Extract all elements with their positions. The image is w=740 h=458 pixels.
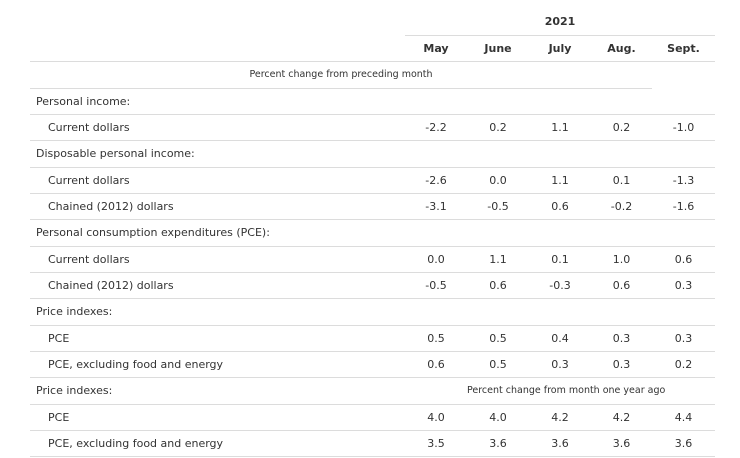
cell-value: 1.1 xyxy=(467,246,529,273)
spacer xyxy=(405,140,715,168)
year-header: 2021 xyxy=(405,9,715,36)
data-row: Current dollars 0.0 1.1 0.1 1.0 0.6 xyxy=(30,246,715,273)
cell-value: 3.6 xyxy=(652,430,715,458)
row-label: Personal income: xyxy=(30,88,405,115)
group-row: Disposable personal income: xyxy=(30,140,715,168)
group-row: Personal consumption expenditures (PCE): xyxy=(30,219,715,247)
spacer xyxy=(30,35,405,63)
spacer xyxy=(405,377,467,405)
cell-value: 0.2 xyxy=(652,351,715,379)
cell-value: 0.1 xyxy=(529,246,591,273)
data-row: PCE 4.0 4.0 4.2 4.2 4.4 xyxy=(30,404,715,432)
cell-value: 3.6 xyxy=(591,430,652,458)
cell-value: 0.3 xyxy=(591,351,652,379)
cell-value: 0.6 xyxy=(467,272,529,300)
cell-value: -1.6 xyxy=(652,193,715,221)
cell-value: -0.2 xyxy=(591,193,652,221)
cell-value: 4.0 xyxy=(467,404,529,432)
subtitle-row: Percent change from preceding month xyxy=(30,61,715,89)
cell-value: 0.6 xyxy=(652,246,715,273)
data-row: PCE, excluding food and energy 3.5 3.6 3.6 3… xyxy=(30,430,715,458)
row-label: PCE, excluding food and energy xyxy=(30,430,405,458)
month-header: Sept. xyxy=(652,35,715,63)
row-label: Current dollars xyxy=(30,114,405,142)
cell-value: -0.3 xyxy=(529,272,591,300)
row-label: PCE, excluding food and energy xyxy=(30,351,405,379)
cell-value: 0.1 xyxy=(591,167,652,194)
month-row: May June July Aug. Sept. xyxy=(30,35,715,63)
cell-value: 4.2 xyxy=(591,404,652,432)
spacer xyxy=(405,298,715,326)
cell-value: 0.0 xyxy=(405,246,467,273)
cell-value: -0.5 xyxy=(467,193,529,221)
cell-value: 1.1 xyxy=(529,167,591,194)
data-row: Chained (2012) dollars -3.1 -0.5 0.6 -0.2 -1.… xyxy=(30,193,715,221)
table-container: 2021 May June July Aug. Sept. Percent change f… xyxy=(30,9,715,458)
cell-value: 0.3 xyxy=(652,325,715,352)
cell-value: 4.4 xyxy=(652,404,715,432)
row-label: Personal consumption expenditures (PCE): xyxy=(30,219,405,247)
data-table: 2021 May June July Aug. Sept. Percent change f… xyxy=(30,9,715,458)
cell-value: 0.6 xyxy=(529,193,591,221)
data-row: PCE, excluding food and energy 0.6 0.5 0.3 0… xyxy=(30,351,715,379)
cell-value: 0.5 xyxy=(405,325,467,352)
cell-value: 3.5 xyxy=(405,430,467,458)
row-label: Price indexes: xyxy=(30,377,405,405)
subtitle: Percent change from preceding month xyxy=(30,61,652,89)
cell-value: 4.2 xyxy=(529,404,591,432)
cell-value: -2.2 xyxy=(405,114,467,142)
row-label: Disposable personal income: xyxy=(30,140,405,168)
cell-value: 0.5 xyxy=(467,325,529,352)
spacer xyxy=(652,62,715,88)
group-row: Personal income: xyxy=(30,88,715,115)
row-label: Current dollars xyxy=(30,246,405,273)
data-row: Chained (2012) dollars -0.5 0.6 -0.3 0.6 0.3 xyxy=(30,272,715,300)
row-label: Current dollars xyxy=(30,167,405,194)
cell-value: 1.1 xyxy=(529,114,591,142)
month-header: June xyxy=(467,35,529,63)
spacer xyxy=(405,219,715,247)
group-note: Percent change from month one year ago xyxy=(467,377,665,405)
cell-value: 0.5 xyxy=(467,351,529,379)
cell-value: 0.3 xyxy=(652,272,715,300)
month-header: Aug. xyxy=(591,35,652,63)
row-label: Price indexes: xyxy=(30,298,405,326)
cell-value: -1.3 xyxy=(652,167,715,194)
cell-value: 0.6 xyxy=(405,351,467,379)
cell-value: 0.4 xyxy=(529,325,591,352)
cell-value: 4.0 xyxy=(405,404,467,432)
cell-value: 0.6 xyxy=(591,272,652,300)
cell-value: 3.6 xyxy=(529,430,591,458)
cell-value: 0.0 xyxy=(467,167,529,194)
cell-value: 0.2 xyxy=(467,114,529,142)
cell-value: 0.3 xyxy=(591,325,652,352)
cell-value: -2.6 xyxy=(405,167,467,194)
data-row: PCE 0.5 0.5 0.4 0.3 0.3 xyxy=(30,325,715,352)
cell-value: 3.6 xyxy=(467,430,529,458)
data-row: Current dollars -2.6 0.0 1.1 0.1 -1.3 xyxy=(30,167,715,194)
row-label: PCE xyxy=(30,404,405,432)
cell-value: -0.5 xyxy=(405,272,467,300)
month-header: July xyxy=(529,35,591,63)
group-row: Price indexes: Percent change from month … xyxy=(30,377,715,405)
spacer xyxy=(652,377,715,405)
spacer xyxy=(405,88,715,115)
row-label: Chained (2012) dollars xyxy=(30,193,405,221)
cell-value: 0.2 xyxy=(591,114,652,142)
cell-value: 0.3 xyxy=(529,351,591,379)
data-row: Current dollars -2.2 0.2 1.1 0.2 -1.0 xyxy=(30,114,715,142)
cell-value: -1.0 xyxy=(652,114,715,142)
row-label: PCE xyxy=(30,325,405,352)
month-header: May xyxy=(405,35,467,63)
cell-value: 1.0 xyxy=(591,246,652,273)
spacer xyxy=(30,9,405,35)
group-row: Price indexes: xyxy=(30,298,715,326)
row-label: Chained (2012) dollars xyxy=(30,272,405,300)
year-row: 2021 xyxy=(30,9,715,36)
cell-value: -3.1 xyxy=(405,193,467,221)
